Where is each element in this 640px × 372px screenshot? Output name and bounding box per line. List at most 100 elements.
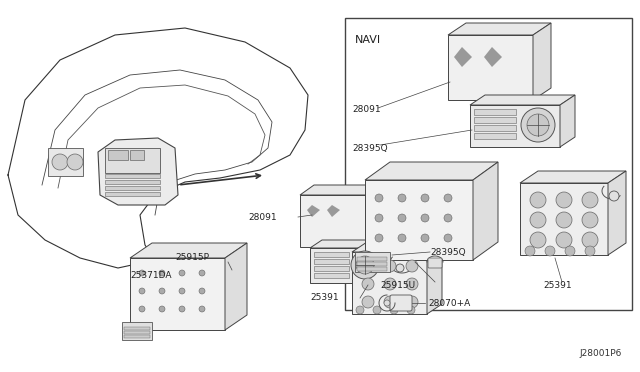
Polygon shape <box>470 95 575 105</box>
Text: J28001P6: J28001P6 <box>580 349 622 358</box>
Circle shape <box>530 212 546 228</box>
Polygon shape <box>520 183 608 255</box>
Circle shape <box>356 256 374 274</box>
Polygon shape <box>368 185 382 247</box>
Polygon shape <box>560 95 575 147</box>
Polygon shape <box>470 105 560 147</box>
Text: 25371DA: 25371DA <box>130 270 172 279</box>
Polygon shape <box>474 117 516 123</box>
Circle shape <box>384 296 396 308</box>
Circle shape <box>421 194 429 202</box>
Circle shape <box>582 192 598 208</box>
Text: 28091: 28091 <box>248 212 276 221</box>
Circle shape <box>375 234 383 242</box>
Circle shape <box>398 214 406 222</box>
Polygon shape <box>314 252 349 257</box>
Circle shape <box>527 114 549 136</box>
Polygon shape <box>365 162 498 180</box>
Circle shape <box>179 306 185 312</box>
Circle shape <box>139 288 145 294</box>
Text: 28070+A: 28070+A <box>428 298 470 308</box>
Polygon shape <box>130 243 247 258</box>
Polygon shape <box>474 125 516 131</box>
Circle shape <box>375 214 383 222</box>
Polygon shape <box>310 248 385 283</box>
Circle shape <box>384 260 396 272</box>
Polygon shape <box>385 240 397 283</box>
Text: 25391: 25391 <box>310 294 339 302</box>
Polygon shape <box>225 243 247 330</box>
Circle shape <box>199 270 205 276</box>
Circle shape <box>373 306 381 314</box>
Circle shape <box>444 214 452 222</box>
Polygon shape <box>105 148 160 173</box>
Circle shape <box>530 232 546 248</box>
Polygon shape <box>448 35 533 100</box>
Circle shape <box>179 288 185 294</box>
Circle shape <box>421 214 429 222</box>
Circle shape <box>159 270 165 276</box>
Circle shape <box>384 278 396 290</box>
Circle shape <box>52 154 68 170</box>
Bar <box>345 18 632 310</box>
Circle shape <box>159 306 165 312</box>
Polygon shape <box>314 266 349 271</box>
Circle shape <box>199 288 205 294</box>
Circle shape <box>362 260 374 272</box>
Polygon shape <box>124 335 150 338</box>
Text: 28395Q: 28395Q <box>430 247 466 257</box>
Text: 28395Q: 28395Q <box>352 144 388 153</box>
Polygon shape <box>474 133 516 139</box>
Circle shape <box>362 278 374 290</box>
Circle shape <box>362 296 374 308</box>
Circle shape <box>530 192 546 208</box>
Polygon shape <box>105 186 160 190</box>
Text: 25915U: 25915U <box>380 280 415 289</box>
Circle shape <box>384 300 390 306</box>
Circle shape <box>556 192 572 208</box>
Polygon shape <box>130 258 225 330</box>
Circle shape <box>406 260 418 272</box>
Polygon shape <box>300 195 368 247</box>
Polygon shape <box>608 171 626 255</box>
Circle shape <box>67 154 83 170</box>
Circle shape <box>556 232 572 248</box>
Circle shape <box>444 234 452 242</box>
Polygon shape <box>352 252 427 314</box>
FancyBboxPatch shape <box>390 295 412 311</box>
Polygon shape <box>314 259 349 264</box>
Polygon shape <box>473 162 498 260</box>
Text: 25915P: 25915P <box>175 253 209 263</box>
Circle shape <box>356 306 364 314</box>
Polygon shape <box>520 171 626 183</box>
Circle shape <box>406 296 418 308</box>
Circle shape <box>351 251 379 279</box>
Circle shape <box>398 194 406 202</box>
Polygon shape <box>484 47 502 67</box>
Circle shape <box>525 246 535 256</box>
Polygon shape <box>357 267 387 271</box>
Circle shape <box>139 306 145 312</box>
Circle shape <box>179 270 185 276</box>
Polygon shape <box>98 138 178 205</box>
Circle shape <box>556 212 572 228</box>
Circle shape <box>396 264 404 272</box>
Text: NAVI: NAVI <box>355 35 381 45</box>
Circle shape <box>421 234 429 242</box>
Polygon shape <box>448 23 551 35</box>
Polygon shape <box>474 109 516 115</box>
Polygon shape <box>454 47 472 67</box>
Circle shape <box>545 246 555 256</box>
Polygon shape <box>327 205 340 217</box>
Polygon shape <box>310 240 397 248</box>
Polygon shape <box>355 252 390 272</box>
FancyBboxPatch shape <box>428 258 442 268</box>
Polygon shape <box>533 23 551 100</box>
Text: 25391: 25391 <box>543 280 572 289</box>
Polygon shape <box>124 331 150 334</box>
Polygon shape <box>105 192 160 196</box>
Polygon shape <box>130 150 144 160</box>
Circle shape <box>390 306 398 314</box>
Text: 28091: 28091 <box>352 106 381 115</box>
Circle shape <box>609 191 619 201</box>
